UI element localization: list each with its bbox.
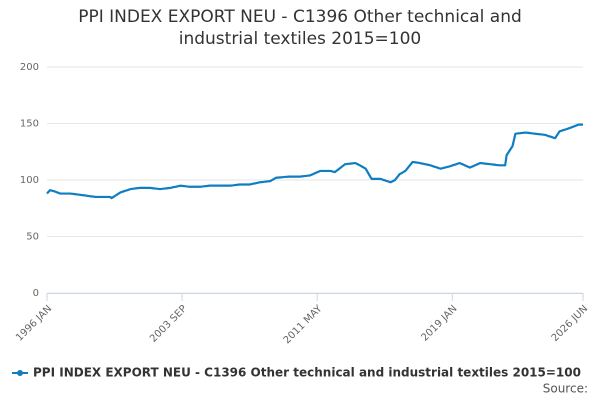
x-tick-label: 2003 SEP — [148, 303, 189, 344]
y-tick-label: 0 — [33, 288, 39, 299]
legend-symbol-dot — [17, 370, 23, 376]
x-tick-label: 2011 MAY — [282, 303, 325, 346]
x-tick-label: 2026 JUN — [550, 303, 591, 344]
y-tick-label: 150 — [20, 119, 39, 130]
y-tick-label: 100 — [20, 175, 39, 186]
x-tick-label: 1996 JAN — [14, 303, 54, 343]
chart-title: PPI INDEX EXPORT NEU - C1396 Other techn… — [78, 7, 522, 49]
legend-item: PPI INDEX EXPORT NEU - C1396 Other techn… — [33, 366, 581, 380]
source: Source: — [543, 382, 588, 396]
legend: PPI INDEX EXPORT NEU - C1396 Other techn… — [12, 366, 581, 380]
y-tick-label: 50 — [26, 232, 39, 243]
series-line — [46, 123, 583, 200]
y-tick-label: 200 — [20, 62, 39, 73]
x-tick-label: 2019 JAN — [419, 303, 459, 343]
